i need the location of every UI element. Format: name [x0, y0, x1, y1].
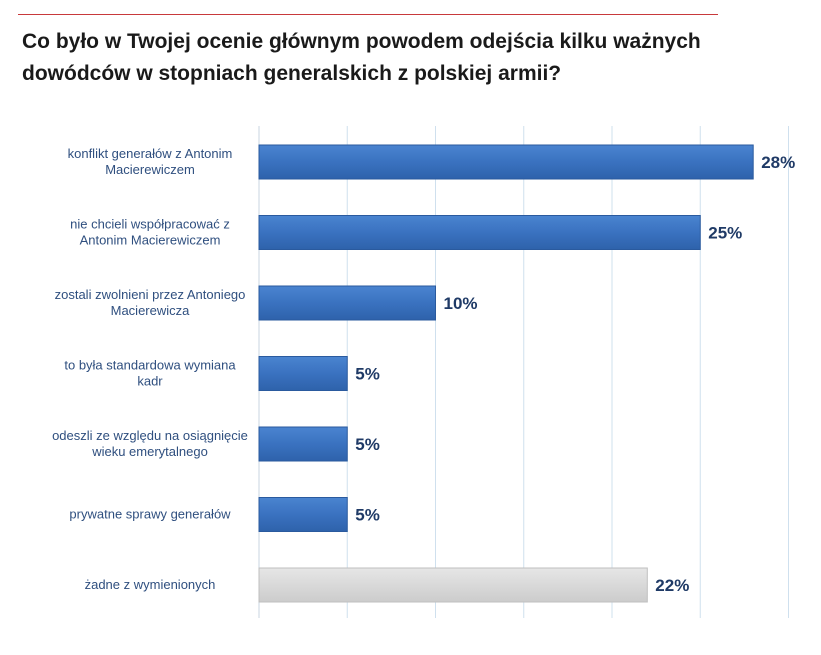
bar — [258, 215, 701, 250]
category-label-line: Macierewicza — [111, 303, 191, 318]
category-label-line: prywatne sprawy generałów — [69, 507, 231, 522]
chart-title-line-1: Co było w Twojej ocenie głównym powodem … — [22, 30, 701, 53]
bar-value-label: 28% — [761, 153, 795, 172]
category-label: zostali zwolnieni przez Antoniego Maciere… — [55, 287, 246, 318]
chart-title: Co było w Twojej ocenie głównym powodem … — [22, 26, 742, 90]
bar — [258, 567, 648, 603]
gridlines — [346, 126, 789, 618]
category-label-line: żadne z wymienionych — [85, 577, 216, 592]
category-label-line: wieku emerytalnego — [91, 444, 208, 459]
category-label: to była standardowa wymiana kadr — [64, 358, 236, 389]
category-label-line: to była standardowa wymiana — [64, 358, 236, 373]
category-label: nie chcieli współpracować z Antonim Macie… — [70, 217, 230, 248]
bar-value-label: 5% — [355, 365, 380, 384]
category-label-line: nie chcieli współpracować z — [70, 217, 230, 232]
bar-value-label: 10% — [444, 294, 478, 313]
category-label-line: kadr — [137, 374, 163, 389]
bar-value-label: 22% — [655, 576, 689, 595]
bar-value-label: 5% — [355, 506, 380, 525]
category-label: konflikt generałów z Antonim Macierewicze… — [68, 146, 233, 177]
category-label: odeszli ze względu na osiągnięcie wieku e… — [52, 428, 248, 459]
category-label-line: Macierewiczem — [105, 162, 195, 177]
bar — [258, 285, 436, 321]
category-label-line: zostali zwolnieni przez Antoniego — [55, 287, 246, 302]
bar — [258, 356, 348, 391]
bar — [258, 144, 754, 180]
bar-value-label: 25% — [708, 224, 742, 243]
category-label-line: Antonim Macierewiczem — [80, 233, 221, 248]
category-label-line: odeszli ze względu na osiągnięcie — [52, 428, 248, 443]
category-label: żadne z wymienionych — [85, 577, 216, 592]
top-rule — [18, 14, 718, 15]
bar-value-label: 5% — [355, 435, 380, 454]
category-label-line: konflikt generałów z Antonim — [68, 146, 233, 161]
chart-title-line-2: dowódców w stopniach generalskich z pols… — [22, 62, 562, 85]
bar — [258, 426, 348, 462]
category-label: prywatne sprawy generałów — [69, 507, 231, 522]
bar — [258, 497, 348, 532]
